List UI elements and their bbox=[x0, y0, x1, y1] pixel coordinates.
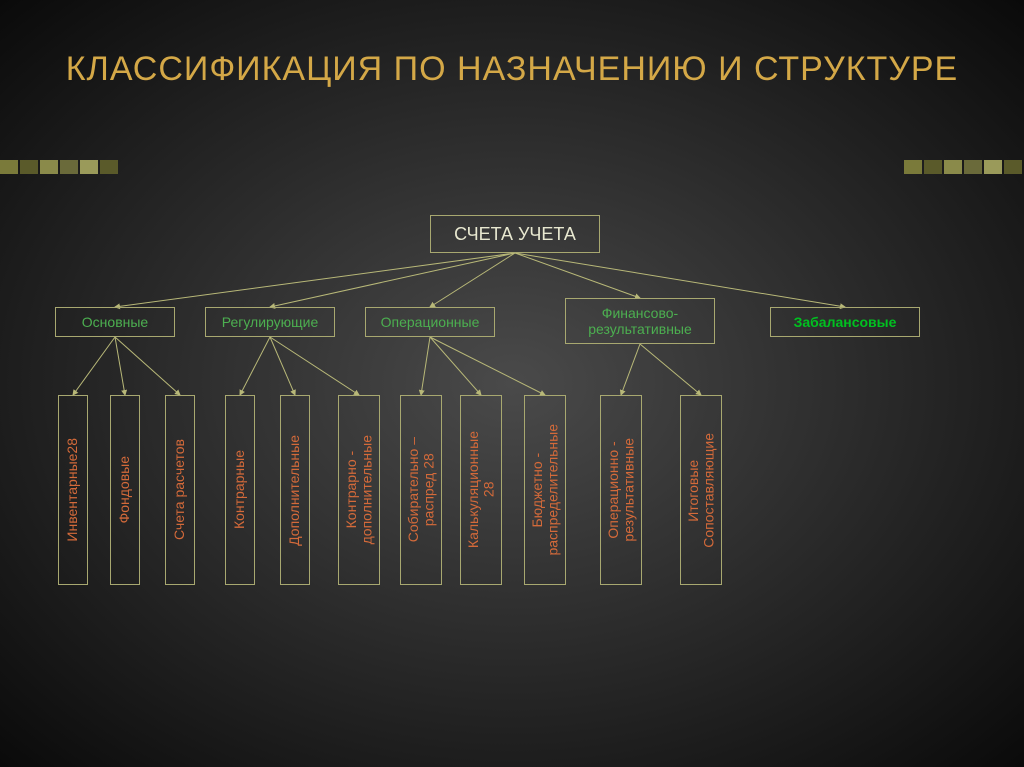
leaf-node: Счета расчетов bbox=[165, 395, 195, 585]
decor-segment bbox=[1004, 160, 1022, 174]
slide-title: КЛАССИФИКАЦИЯ ПО НАЗНАЧЕНИЮ И СТРУКТУРЕ bbox=[0, 0, 1024, 89]
connector-line bbox=[240, 337, 270, 395]
connector-line bbox=[621, 344, 640, 395]
leaf-node: Бюджетно -распределительные bbox=[524, 395, 566, 585]
decor-segment bbox=[944, 160, 962, 174]
leaf-label: Счета расчетов bbox=[172, 431, 187, 548]
connector-line bbox=[421, 337, 430, 395]
decor-segment bbox=[40, 160, 58, 174]
leaf-label: ИтоговыеСопоставляющие bbox=[686, 425, 717, 556]
leaf-label: Инвентарные28 bbox=[65, 430, 80, 550]
leaf-label: Собирательно –распред 28 bbox=[406, 429, 437, 550]
leaf-node: Операционно -результативные bbox=[600, 395, 642, 585]
leaf-label: Операционно -результативные bbox=[606, 430, 637, 550]
leaf-node: ИтоговыеСопоставляющие bbox=[680, 395, 722, 585]
decor-segment bbox=[20, 160, 38, 174]
decor-segment bbox=[80, 160, 98, 174]
leaf-node: Дополнительные bbox=[280, 395, 310, 585]
connector-layer bbox=[0, 0, 1024, 767]
leaf-node: Инвентарные28 bbox=[58, 395, 88, 585]
connector-line bbox=[73, 337, 115, 395]
decor-segment bbox=[100, 160, 118, 174]
connector-line bbox=[430, 253, 515, 307]
leaf-label: Дополнительные bbox=[287, 427, 302, 554]
decor-bar-left bbox=[0, 160, 120, 174]
decor-segment bbox=[904, 160, 922, 174]
decor-segment bbox=[984, 160, 1002, 174]
decor-bar-right bbox=[904, 160, 1024, 174]
root-label: СЧЕТА УЧЕТА bbox=[454, 224, 576, 244]
category-node: Финансово-результативные bbox=[565, 298, 715, 344]
leaf-node: Калькуляционные28 bbox=[460, 395, 502, 585]
category-node: Операционные bbox=[365, 307, 495, 337]
leaf-label: Бюджетно -распределительные bbox=[530, 416, 561, 564]
leaf-label: Контрарно -дополнительные bbox=[344, 427, 375, 552]
leaf-node: Контрарные bbox=[225, 395, 255, 585]
decor-segment bbox=[964, 160, 982, 174]
leaf-label: Фондовые bbox=[117, 448, 132, 531]
decor-segment bbox=[924, 160, 942, 174]
leaf-label: Контрарные bbox=[232, 442, 247, 537]
connector-line bbox=[270, 253, 515, 307]
leaf-label: Калькуляционные28 bbox=[466, 423, 497, 556]
connector-line bbox=[430, 337, 481, 395]
decor-segment bbox=[0, 160, 18, 174]
connector-line bbox=[115, 337, 180, 395]
connector-line bbox=[115, 253, 515, 307]
category-node: Основные bbox=[55, 307, 175, 337]
root-node: СЧЕТА УЧЕТА bbox=[430, 215, 600, 253]
connector-line bbox=[270, 337, 295, 395]
leaf-node: Собирательно –распред 28 bbox=[400, 395, 442, 585]
category-node: Регулирующие bbox=[205, 307, 335, 337]
connector-line bbox=[640, 344, 701, 395]
category-node: Забалансовые bbox=[770, 307, 920, 337]
connector-line bbox=[430, 337, 545, 395]
leaf-node: Фондовые bbox=[110, 395, 140, 585]
leaf-node: Контрарно -дополнительные bbox=[338, 395, 380, 585]
connector-line bbox=[115, 337, 125, 395]
decor-segment bbox=[60, 160, 78, 174]
connector-line bbox=[270, 337, 359, 395]
connector-line bbox=[515, 253, 640, 298]
